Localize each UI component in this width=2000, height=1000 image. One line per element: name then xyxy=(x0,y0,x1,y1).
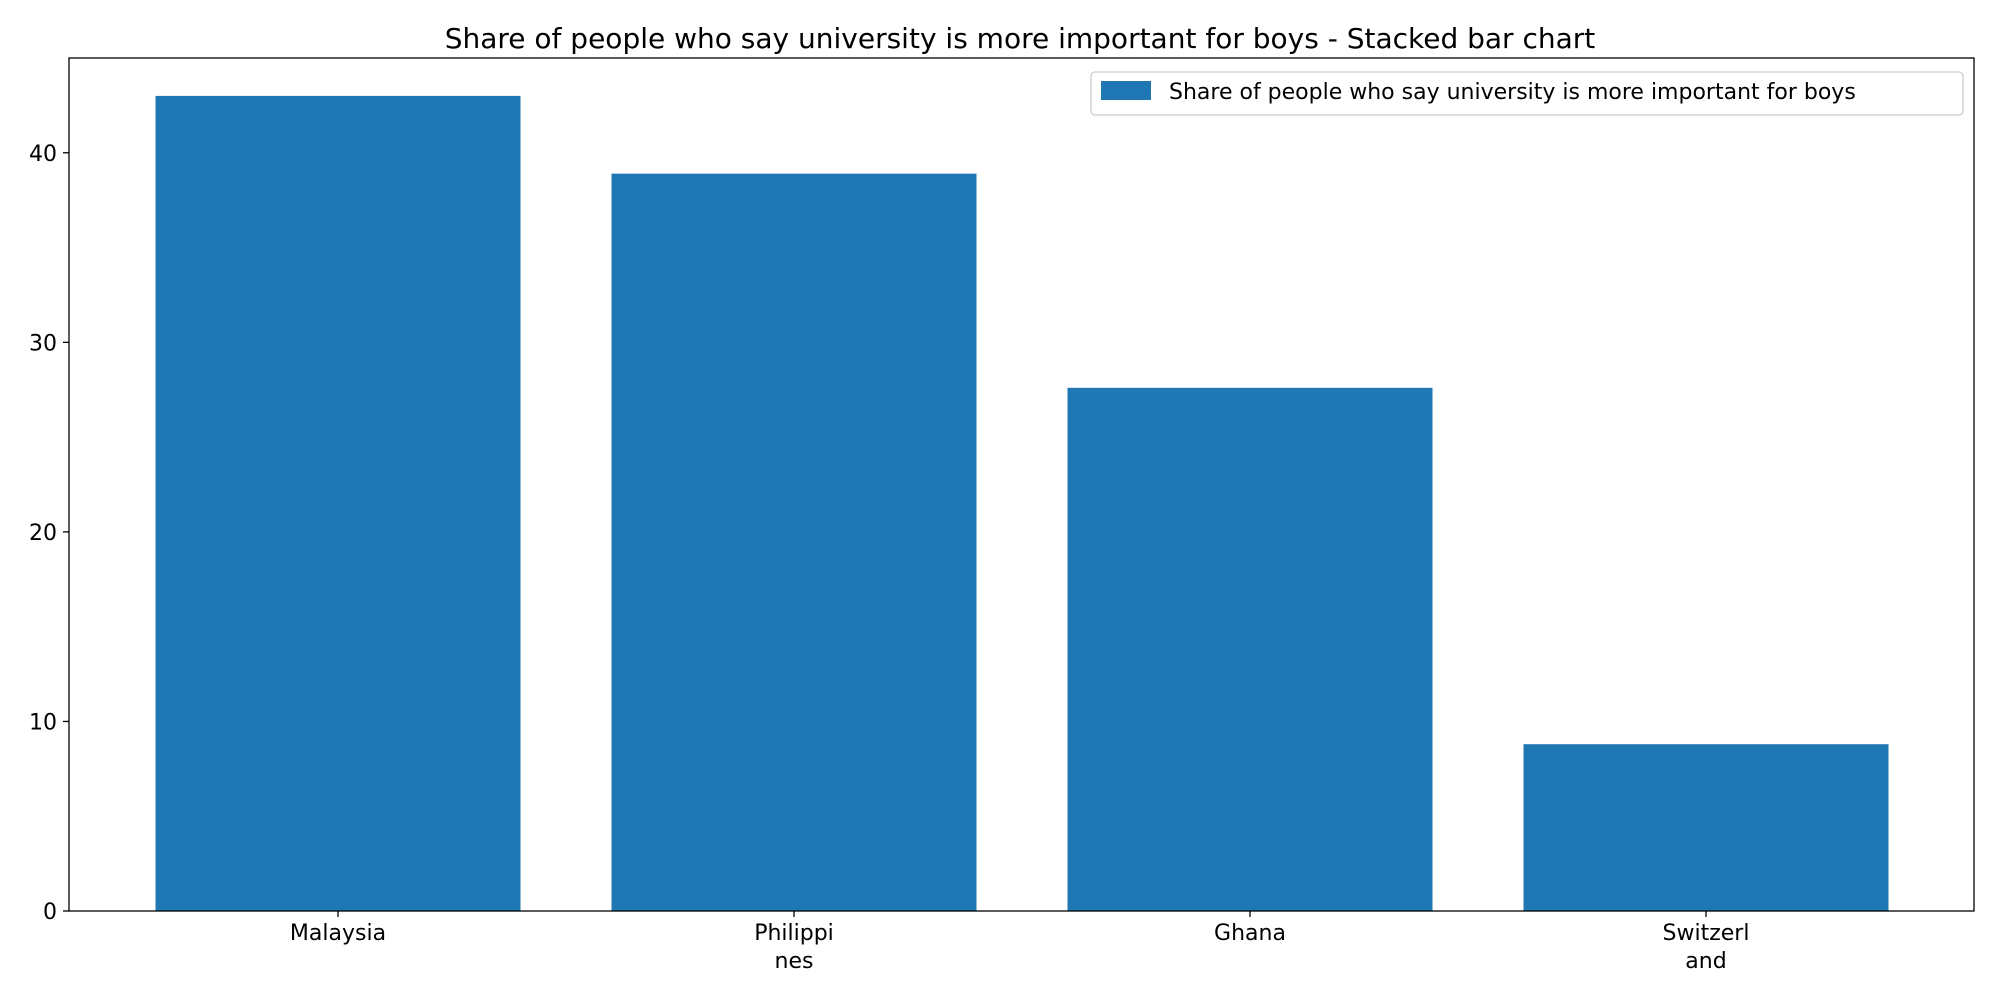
y-tick-label: 0 xyxy=(43,900,57,925)
bar-malaysia xyxy=(155,95,521,911)
legend-label: Share of people who say university is mo… xyxy=(1169,80,1856,105)
bar-ghana xyxy=(1067,387,1433,911)
x-tick-label: Philippi xyxy=(754,921,834,946)
x-tick-label: Switzerl xyxy=(1663,921,1750,946)
plot-area-frame xyxy=(68,57,1975,912)
bar-philippines xyxy=(611,173,977,911)
y-tick-label: 40 xyxy=(29,142,57,167)
x-tick-label: Ghana xyxy=(1214,921,1286,946)
bar-switzerland xyxy=(1523,744,1889,911)
axes-layer: Malaysia Philippi nes Ghana Switzerl and 0 10 20… xyxy=(29,142,1749,974)
bars-layer xyxy=(155,95,1889,911)
x-tick-label: Malaysia xyxy=(290,921,386,946)
x-tick-label: and xyxy=(1685,949,1726,974)
x-tick-label: nes xyxy=(775,949,814,974)
chart-title: Share of people who say university is mo… xyxy=(445,22,1596,55)
legend: Share of people who say university is mo… xyxy=(1090,71,1964,116)
legend-box xyxy=(1090,71,1964,116)
y-tick-label: 20 xyxy=(29,521,57,546)
legend-swatch xyxy=(1101,81,1151,100)
y-tick-label: 30 xyxy=(29,331,57,356)
y-tick-label: 10 xyxy=(29,710,57,735)
